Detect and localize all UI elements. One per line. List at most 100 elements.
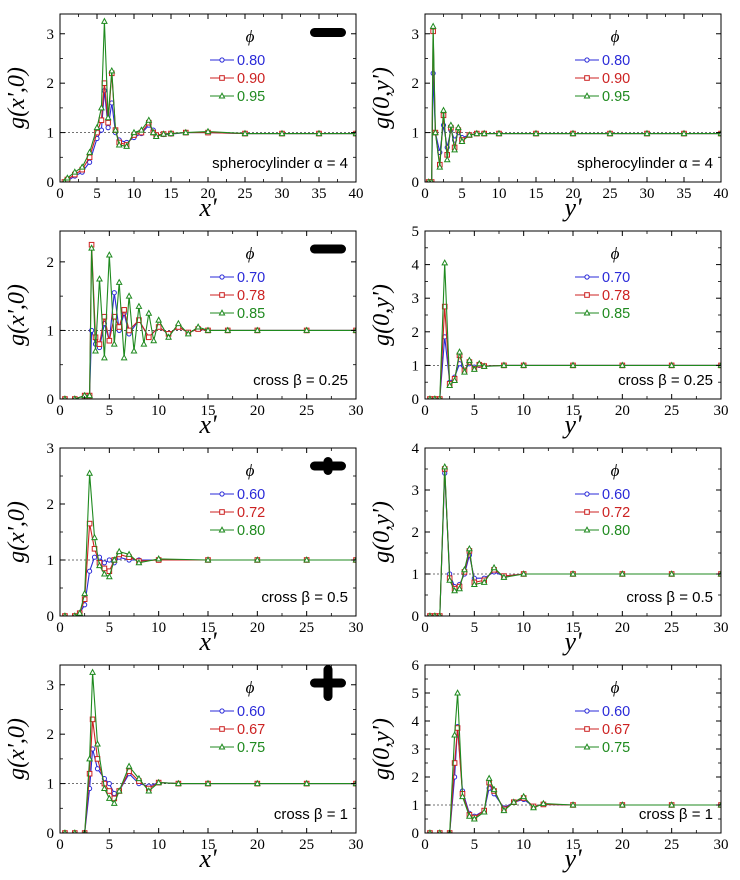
data-point [101,560,108,566]
x-tick-label: 10 [516,837,531,853]
y-tick-label: 1 [412,798,420,814]
data-point [87,568,93,574]
legend-marker [584,726,590,732]
data-point [174,319,182,327]
x-tick-label: 0 [421,186,429,202]
legend-marker [218,309,226,316]
data-point [429,22,437,29]
series-line [429,692,721,833]
legend-marker [584,491,590,497]
data-point [431,128,439,136]
legend-marker [219,75,225,81]
x-tick-label: 25 [299,837,314,853]
data-point [108,66,116,74]
y-tick-label: 5 [412,224,420,240]
data-point [643,129,651,137]
annotation-label: spherocylinder α = 4 [577,155,713,172]
x-tick-label: 20 [615,403,630,419]
data-point [241,129,249,137]
data-point [101,565,108,572]
data-point [473,129,481,137]
x-tick-label: 30 [714,837,729,853]
data-point [668,801,676,808]
data-point [470,815,478,822]
data-point [100,784,108,792]
cross-shape-icon [310,244,346,254]
data-point [125,550,133,557]
data-point [618,570,626,577]
y-tick-label: 6 [412,658,420,674]
data-point [155,324,162,330]
x-tick-label: 15 [201,837,216,853]
y-axis-title: g(0,y') [369,67,395,129]
data-point [78,163,86,170]
data-point [167,129,175,137]
y-tick-label: 3 [47,678,55,694]
y-tick-label: 0 [47,175,55,191]
y-tick-label: 2 [47,255,55,271]
data-point [125,292,133,299]
y-tick-label: 0 [412,392,420,408]
x-tick-label: 10 [151,620,166,636]
x-tick-label: 15 [529,186,544,202]
x-tick-label: 5 [458,186,466,202]
data-point [446,381,454,389]
data-point [303,779,311,787]
x-tick-label: 30 [714,620,729,636]
legend-marker [583,526,591,533]
legend-label: 0.60 [602,704,630,720]
x-tick-label: 10 [516,620,531,636]
data-point [137,126,145,133]
legend-title: ϕ [246,27,255,46]
data-point [485,774,493,781]
x-tick-label: 5 [106,403,114,419]
spherocylinder-icon [310,28,346,37]
data-point [447,121,455,128]
data-point [441,303,448,310]
series-0.60 [62,554,356,616]
legend-marker [219,274,225,280]
legend-label: 0.95 [602,89,630,105]
data-point [451,146,459,153]
data-point [451,731,459,738]
x-tick-label: 25 [238,186,253,202]
data-point [115,787,123,794]
y-axis-title: g(0,y') [369,284,395,346]
x-tick-label: 15 [566,620,581,636]
data-point [140,340,148,347]
data-point [135,774,143,782]
data-point [204,779,212,787]
legend-label: 0.67 [602,722,630,738]
legend-title: ϕ [611,461,620,480]
data-point [89,716,96,723]
legend-marker [583,743,591,750]
data-point [443,155,451,163]
data-point [315,129,323,137]
data-point [446,576,454,583]
legend-marker [584,708,590,714]
data-point [125,762,133,769]
annotation-label: cross β = 0.5 [261,589,348,606]
y-tick-label: 1 [47,126,55,142]
legend-label: 0.72 [237,505,265,521]
data-point [106,557,112,563]
series-line [429,466,721,616]
x-tick-label: 0 [56,620,64,636]
data-point [569,801,577,808]
data-point [105,251,113,258]
x-axis-title: y' [561,844,582,873]
data-point [115,547,123,555]
x-axis-title: x' [198,844,217,873]
series-0.80 [427,463,721,616]
y-tick-label: 2 [47,727,55,743]
data-point [110,340,118,347]
legend-marker [583,92,591,99]
data-point [100,354,108,361]
x-tick-label: 35 [677,186,692,202]
data-point [92,347,99,354]
legend-label: 0.60 [237,704,265,720]
data-point [145,116,153,123]
data-point [155,316,163,323]
y-tick-label: 3 [47,27,55,43]
